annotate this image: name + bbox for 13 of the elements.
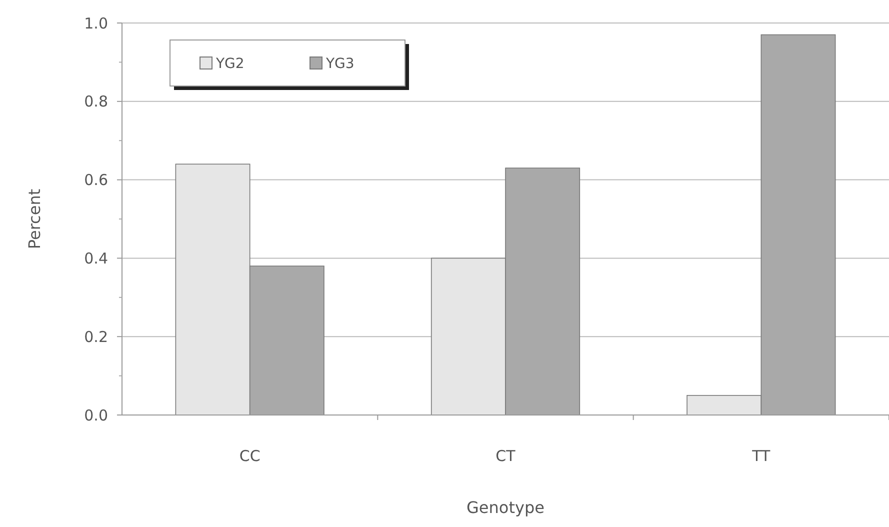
y-tick-label: 0.0 <box>84 406 108 424</box>
legend-label: YG2 <box>215 56 244 72</box>
y-tick-label: 0.4 <box>84 249 108 268</box>
y-tick-label: 1.0 <box>84 14 108 32</box>
x-tick-label: TT <box>751 447 772 465</box>
y-tick-label: 0.8 <box>84 92 108 111</box>
x-tick-label: CC <box>239 447 260 465</box>
y-tick-label: 0.6 <box>84 171 108 190</box>
y-tick-label: 0.2 <box>84 328 108 346</box>
y-axis-title: Percent <box>25 188 44 250</box>
x-axis-title: Genotype <box>466 498 544 517</box>
x-tick-label: CT <box>496 447 516 465</box>
legend-label: YG3 <box>325 56 354 72</box>
